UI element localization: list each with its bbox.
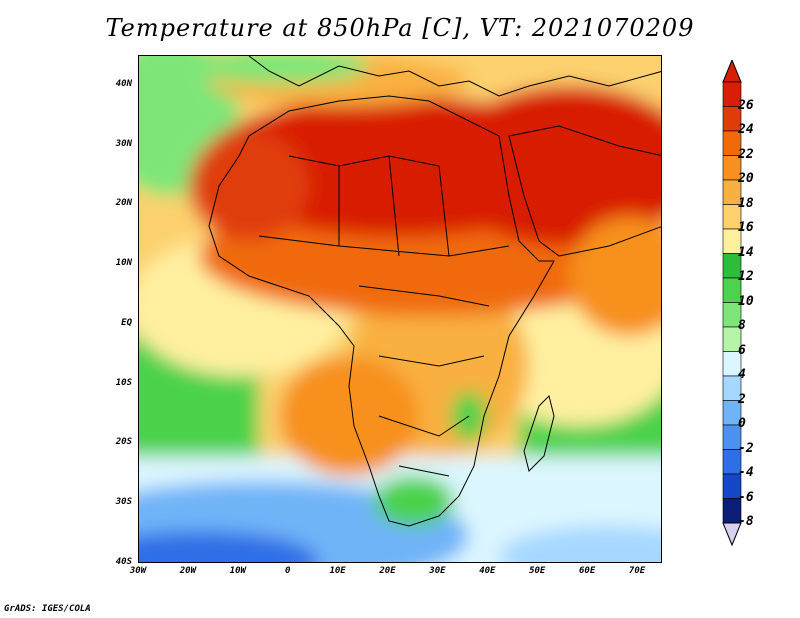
lat-tick-label: 40S: [115, 557, 132, 567]
lat-tick-label: 10N: [115, 258, 132, 269]
footer-credit: GrADS: IGES/COLA: [4, 604, 91, 614]
colorbar-level-label: 10: [738, 293, 754, 309]
colorbar: [722, 60, 742, 547]
field-south-africa-green: [374, 476, 454, 526]
lon-tick-label: 10E: [329, 566, 346, 576]
field-arabian-sea: [569, 216, 661, 336]
coastlines: [208, 56, 661, 527]
lat-tick-label: 40N: [115, 78, 132, 89]
temperature-field: [139, 56, 661, 562]
lat-tick-label: 10S: [115, 377, 132, 388]
arabia-coastline: [508, 125, 661, 257]
map-title: Temperature at 850hPa [C], VT: 202107020…: [105, 14, 695, 42]
madagascar-coastline: [523, 395, 555, 472]
lon-tick-label: 70E: [628, 566, 646, 576]
colorbar-level-label: 14: [738, 244, 754, 260]
colorbar-level-label: 2: [738, 391, 746, 407]
colorbar-level-label: 12: [738, 269, 754, 284]
colorbar-level-label: 24: [738, 122, 754, 137]
colorbar-level-label: 26: [738, 97, 754, 113]
colorbar-level-label: -2: [738, 440, 754, 456]
lon-tick-label: 0: [284, 566, 291, 576]
field-se-blue: [499, 526, 661, 562]
colorbar-level-label: 0: [738, 416, 746, 431]
colorbar-level-label: 6: [738, 342, 746, 358]
lat-tick-label: 30N: [115, 138, 132, 149]
colorbar-level-label: 16: [738, 220, 754, 235]
field-south-deepblue: [139, 531, 319, 562]
colorbar-level-label: 8: [738, 318, 746, 333]
colorbar-level-label: 20: [738, 171, 754, 186]
lon-tick-label: 30E: [429, 566, 446, 576]
lon-tick-label: 40E: [479, 566, 496, 576]
lon-tick-label: 30W: [129, 566, 147, 576]
lon-tick-label: 20E: [379, 566, 396, 576]
colorbar-level-label: 18: [738, 195, 754, 211]
colorbar-level-label: -8: [738, 514, 754, 529]
colorbar-level-label: 4: [738, 367, 746, 382]
lon-tick-label: 50E: [529, 566, 546, 576]
africa-coastline: [208, 95, 555, 527]
internal-borders: [258, 155, 510, 477]
lat-tick-label: EQ: [121, 317, 132, 328]
lon-tick-label: 60E: [579, 566, 596, 576]
lon-tick-label: 10W: [229, 566, 246, 576]
lat-tick-label: 20N: [115, 198, 132, 209]
europe-coastline: [248, 56, 661, 97]
lat-tick-label: 20S: [115, 437, 132, 448]
colorbar-overflow-arrow: [722, 60, 742, 83]
temperature-map: [139, 56, 661, 562]
colorbar-underflow-arrow: [722, 522, 742, 547]
lat-tick-label: 30S: [115, 497, 132, 508]
field-arabia: [439, 86, 661, 246]
field-angola-orange: [279, 356, 419, 476]
field-west-sahara: [189, 131, 309, 241]
colorbar-level-label: -6: [738, 489, 754, 505]
colorbar-level-label: -4: [738, 465, 754, 480]
colorbar-level-label: 22: [738, 146, 754, 162]
lon-tick-label: 20W: [179, 566, 197, 576]
field-europe-green: [189, 56, 369, 84]
map-frame: [138, 55, 662, 563]
